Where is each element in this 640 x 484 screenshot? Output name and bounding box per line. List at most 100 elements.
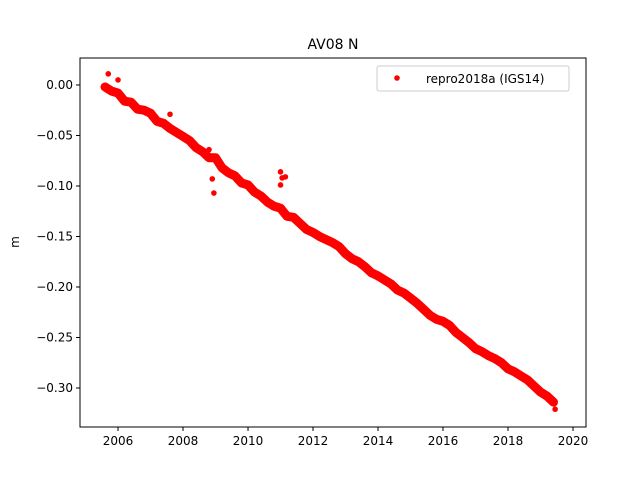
data-point xyxy=(550,399,557,405)
data-point xyxy=(401,290,407,296)
data-point xyxy=(186,137,193,144)
data-point xyxy=(531,383,537,389)
x-tick-label: 2010 xyxy=(233,434,264,448)
y-tick-label: −0.30 xyxy=(36,381,73,395)
data-point xyxy=(193,144,199,151)
chart-title: AV08 N xyxy=(308,37,359,53)
data-point xyxy=(453,329,459,336)
y-tick-label: −0.25 xyxy=(36,331,73,345)
data-point xyxy=(173,129,180,136)
data-point xyxy=(342,250,349,257)
data-point xyxy=(134,106,141,113)
data-point xyxy=(498,359,505,366)
x-tick-label: 2008 xyxy=(168,434,199,448)
outlier-point xyxy=(277,169,284,175)
data-point xyxy=(160,120,167,127)
data-point xyxy=(297,220,303,227)
data-point xyxy=(433,316,440,323)
data-point xyxy=(121,98,128,104)
data-point xyxy=(258,193,264,199)
data-point xyxy=(277,205,284,212)
legend-label: repro2018a (IGS14) xyxy=(426,72,544,86)
data-point xyxy=(147,110,154,117)
y-tick-label: −0.05 xyxy=(36,128,73,142)
outlier-point xyxy=(115,77,121,83)
data-point xyxy=(427,312,433,319)
data-point xyxy=(459,334,466,341)
data-point xyxy=(394,287,401,293)
data-point xyxy=(440,318,446,325)
data-point xyxy=(264,199,271,205)
data-point xyxy=(290,214,297,221)
outlier-point xyxy=(211,190,217,196)
data-point xyxy=(199,148,206,155)
x-tick-label: 2018 xyxy=(493,434,524,448)
data-point xyxy=(381,277,388,283)
outlier-point xyxy=(552,406,558,413)
data-point xyxy=(128,99,134,105)
data-point xyxy=(388,281,394,287)
data-point xyxy=(238,180,245,186)
x-axis: 2006 2008 2010 2012 2014 2016 2018 2020 xyxy=(103,427,589,448)
data-point xyxy=(407,295,414,301)
data-point xyxy=(518,373,524,379)
data-point xyxy=(219,165,225,171)
data-point xyxy=(115,90,121,96)
legend: repro2018a (IGS14) xyxy=(376,65,570,92)
data-point xyxy=(537,389,544,395)
data-point xyxy=(329,239,336,246)
outlier-point xyxy=(206,146,212,153)
data-point xyxy=(245,182,251,188)
data-point xyxy=(349,255,355,262)
data-point xyxy=(154,118,160,125)
data-point xyxy=(180,133,186,140)
data-point xyxy=(232,173,238,179)
data-point xyxy=(212,154,219,161)
data-point xyxy=(420,306,427,313)
data-point xyxy=(303,226,310,233)
outlier-point xyxy=(167,111,173,118)
data-point xyxy=(284,213,290,220)
legend-box xyxy=(376,65,570,92)
y-axis: 0.00 −0.05 −0.10 −0.15 −0.20 −0.25 −0.30 xyxy=(36,78,80,395)
y-tick-label: −0.15 xyxy=(36,229,73,243)
data-point xyxy=(544,393,550,399)
outlier-point xyxy=(105,71,112,77)
data-point xyxy=(466,339,472,346)
data-point xyxy=(141,107,147,114)
data-point xyxy=(485,352,492,359)
y-axis-label: m xyxy=(8,236,22,248)
data-point xyxy=(108,88,115,94)
data-point xyxy=(251,189,258,195)
data-point xyxy=(355,258,362,265)
y-tick-label: −0.20 xyxy=(36,280,73,294)
data-point xyxy=(167,125,173,132)
data-point xyxy=(271,203,277,209)
data-point xyxy=(446,322,453,329)
y-tick-label: 0.00 xyxy=(46,78,73,92)
data-point xyxy=(336,243,342,250)
plot-frame xyxy=(79,57,587,428)
data-point xyxy=(524,377,531,383)
data-point xyxy=(511,369,518,375)
data-point xyxy=(492,355,498,362)
data-point xyxy=(505,366,511,372)
x-tick-label: 2006 xyxy=(103,434,134,448)
data-point xyxy=(225,170,232,176)
x-tick-label: 2020 xyxy=(558,434,589,448)
x-tick-label: 2016 xyxy=(428,434,459,448)
outlier-point xyxy=(277,182,284,188)
legend-marker xyxy=(394,75,400,81)
data-point xyxy=(479,348,485,355)
data-point xyxy=(310,229,316,236)
data-point xyxy=(375,273,381,279)
data-point xyxy=(323,236,329,243)
x-tick-label: 2014 xyxy=(363,434,394,448)
outlier-point xyxy=(282,174,289,180)
data-point xyxy=(206,154,212,161)
x-tick-label: 2012 xyxy=(298,434,329,448)
data-points xyxy=(100,71,559,413)
data-point xyxy=(414,300,420,306)
data-point xyxy=(316,233,323,240)
